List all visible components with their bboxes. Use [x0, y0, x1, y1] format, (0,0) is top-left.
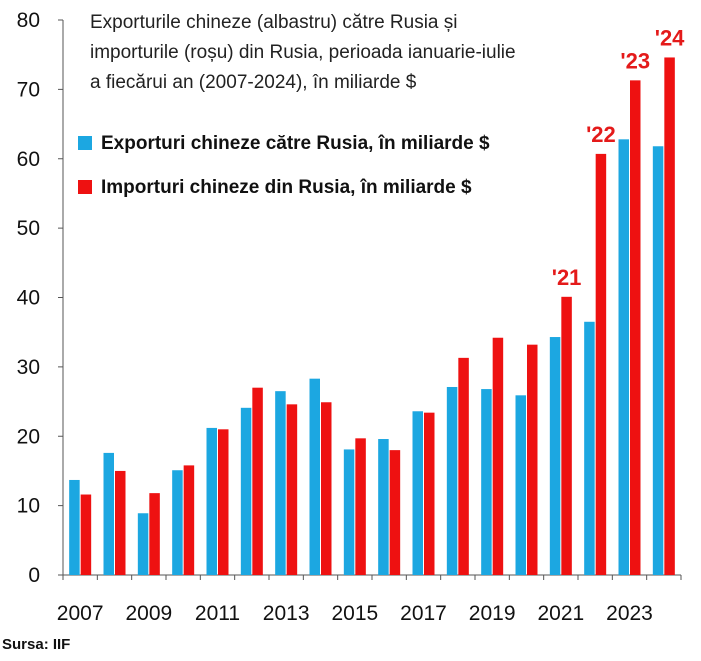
bar-exports [378, 439, 389, 575]
source-note: Sursa: IIF [2, 636, 71, 653]
x-tick-label: 2013 [263, 602, 310, 625]
x-tick-label: 2007 [57, 602, 104, 625]
bar-exports [412, 411, 423, 575]
bar-imports [424, 412, 435, 575]
bar-exports [481, 389, 492, 575]
bar-imports [664, 57, 675, 575]
bar-imports [561, 296, 572, 575]
bar-imports [355, 438, 366, 575]
bar-exports [584, 321, 595, 575]
y-axis: 0 10 20 30 40 50 60 70 80 [17, 9, 64, 587]
bar-exports [652, 146, 664, 575]
y-tick-label: 60 [17, 148, 40, 171]
y-tick-label: 50 [17, 217, 40, 240]
bar-annotation: '23 [620, 48, 650, 73]
x-tick-label: 2017 [400, 602, 447, 625]
legend-swatch-blue [78, 136, 92, 150]
bar-imports [630, 80, 641, 576]
x-tick-label: 2015 [331, 602, 378, 625]
y-tick-label: 40 [17, 287, 40, 310]
chart-title: Exporturile chineze (albastru) către Rus… [90, 8, 570, 98]
bar-imports [389, 450, 401, 576]
bar-exports [206, 427, 217, 575]
bar-exports [515, 395, 526, 575]
bar-imports [115, 470, 126, 575]
bar-annotation: '22 [586, 122, 616, 147]
y-tick-label: 10 [17, 495, 40, 518]
chart-title-line: a fiecărui an (2007-2024), în miliarde $ [90, 72, 417, 93]
y-tick-label: 0 [28, 564, 40, 587]
x-tick-label: 2019 [469, 602, 516, 625]
x-tick-label: 2011 [195, 602, 240, 625]
bar-exports [618, 139, 629, 575]
legend-swatch-red [78, 180, 92, 194]
bar-imports [183, 465, 195, 575]
bar-exports [240, 407, 252, 575]
bar-imports [595, 153, 607, 575]
bar-exports [343, 449, 355, 575]
bar-exports [309, 378, 320, 575]
y-tick-label: 70 [17, 78, 40, 101]
bar-annotation: '24 [655, 25, 685, 50]
bar-exports [549, 337, 561, 575]
chart-title-line: Exporturile chineze (albastru) către Rus… [90, 12, 458, 33]
y-tick-label: 20 [17, 425, 40, 448]
y-tick-label: 80 [17, 9, 40, 32]
bar-imports [527, 344, 538, 575]
x-axis: 2007 2009 2011 2013 2015 2017 2019 2021 2023 [57, 574, 682, 625]
chart-title-line: importurile (roșu) din Rusia, perioada i… [90, 42, 516, 63]
legend-label-exports: Exporturi chineze către Rusia, în miliar… [101, 133, 490, 154]
bar-exports [275, 391, 286, 575]
bar-imports [149, 493, 160, 575]
bar-exports [137, 513, 149, 575]
y-tick-label: 30 [17, 356, 40, 379]
bar-imports [252, 387, 263, 575]
legend-item-imports: Importuri chineze din Rusia, în miliarde… [78, 177, 472, 199]
x-tick-label: 2009 [125, 602, 172, 625]
bar-exports [69, 479, 80, 575]
legend-label-imports: Importuri chineze din Rusia, în miliarde… [101, 177, 472, 198]
bar-imports [80, 494, 92, 575]
annotations: '21 '22 '23'24 [552, 25, 685, 289]
bar-imports [286, 404, 298, 575]
legend-item-exports: Exporturi chineze către Rusia, în miliar… [78, 133, 490, 155]
x-tick-label: 2023 [606, 602, 653, 625]
x-tick-label: 2021 [537, 602, 584, 625]
bars [69, 57, 675, 576]
bar-imports [321, 402, 332, 575]
bar-imports [458, 357, 469, 575]
bar-exports [446, 386, 458, 575]
bar-imports [492, 337, 504, 575]
bar-exports [103, 452, 114, 575]
bar-exports [172, 470, 183, 575]
bar-imports [218, 429, 229, 575]
bar-annotation: '21 [552, 265, 582, 290]
